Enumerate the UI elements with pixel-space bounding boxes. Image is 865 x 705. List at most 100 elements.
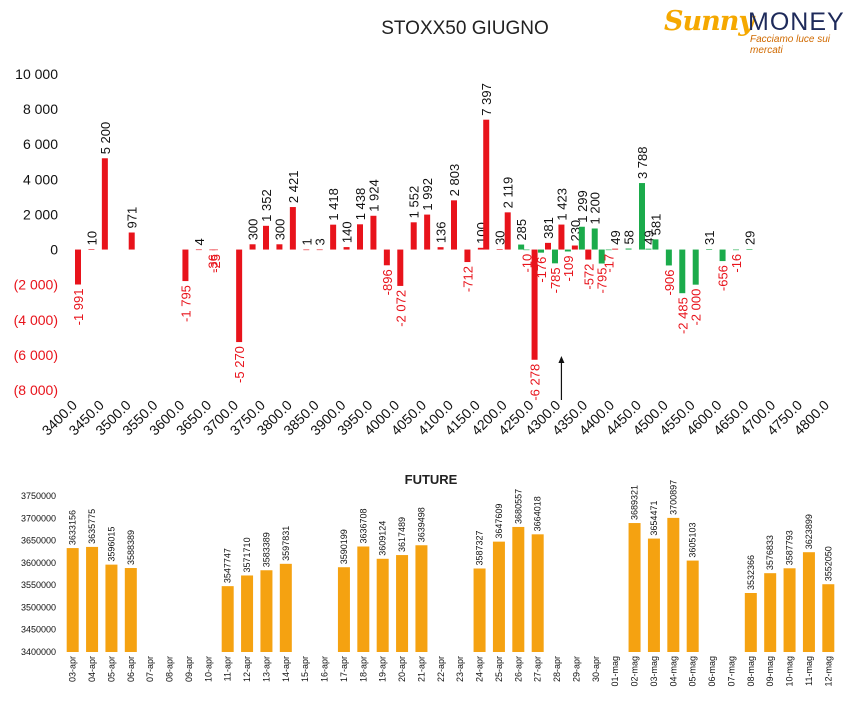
data-label: -109	[561, 255, 576, 281]
bar	[531, 534, 544, 652]
bar	[558, 224, 565, 250]
data-label: -2 485	[675, 297, 690, 334]
bar	[75, 249, 81, 285]
data-label: 3590199	[339, 529, 349, 564]
x-tick-label: 11-apr	[223, 656, 233, 681]
data-label: 3588389	[126, 530, 136, 565]
data-label: 58	[622, 230, 637, 244]
data-label: 10	[84, 231, 99, 245]
bar	[357, 224, 363, 250]
bar	[303, 249, 310, 251]
data-label: 3 788	[635, 147, 650, 180]
bar	[370, 215, 377, 250]
y-tick-label: 8 000	[23, 101, 58, 117]
logo-word-sunny: Sunny	[664, 6, 754, 37]
bar	[571, 245, 578, 250]
bar	[706, 249, 713, 250]
bar	[625, 248, 632, 250]
bar	[357, 546, 370, 652]
x-tick-label: 17-apr	[339, 656, 349, 682]
x-tick-label: 10-apr	[203, 656, 213, 682]
bar	[686, 560, 699, 652]
y-tick-label: 0	[50, 242, 58, 258]
bar	[645, 248, 652, 250]
data-label: 971	[125, 207, 140, 229]
data-label: 3587327	[475, 530, 485, 565]
data-label: 5 200	[98, 122, 113, 155]
x-tick-label: 21-apr	[416, 656, 426, 682]
bar	[383, 249, 390, 266]
data-label: 3587793	[785, 530, 795, 565]
bar	[236, 249, 243, 343]
data-label: 3605103	[688, 523, 698, 558]
bar	[512, 526, 525, 652]
x-tick-label: 04-apr	[87, 656, 97, 682]
data-label: 1 924	[366, 179, 381, 212]
data-label: 30	[493, 231, 508, 245]
y-tick-label: 3400000	[21, 647, 56, 657]
data-label: -1 795	[178, 285, 193, 322]
data-label: 3609124	[378, 521, 388, 556]
data-label: 7 397	[479, 83, 494, 116]
x-tick-label: 27-apr	[533, 656, 543, 682]
data-label: 2 803	[447, 164, 462, 197]
y-tick-label: 3650000	[21, 536, 56, 546]
bar	[692, 249, 699, 285]
bar	[289, 207, 296, 250]
data-label: -656	[716, 265, 731, 291]
x-tick-label: 01-mag	[610, 656, 620, 687]
x-tick-label: 28-apr	[552, 656, 562, 682]
bar	[591, 228, 598, 250]
data-label: 3597831	[281, 526, 291, 561]
bar	[101, 158, 108, 250]
data-label: 3633156	[68, 510, 78, 545]
data-label: 3639498	[416, 507, 426, 542]
bar	[531, 249, 538, 360]
bar	[477, 247, 484, 250]
bar	[376, 558, 389, 652]
annotation-arrow-head	[558, 356, 565, 363]
x-tick-label: 14-apr	[281, 656, 291, 682]
data-label: -17	[602, 254, 617, 273]
data-label: 1 992	[420, 178, 435, 211]
data-label: 1 423	[554, 188, 569, 221]
x-tick-label: 07-mag	[726, 656, 736, 687]
data-label: 2 119	[501, 177, 516, 209]
x-tick-label: 25-apr	[494, 656, 504, 682]
stoxx50-bar-chart: 10 000 8 000 6 000 4 000 2 000 0 (2 000) (4 000…	[14, 66, 833, 438]
data-label: 3	[313, 238, 328, 245]
future-bar-chart: 3750000 3700000 3650000 3600000 3550000 35000…	[21, 480, 835, 687]
x-tick-label: 13-apr	[261, 656, 271, 682]
bar	[605, 249, 612, 251]
data-label: 49	[608, 230, 623, 244]
x-tick-label: 06-apr	[126, 656, 136, 682]
bar	[652, 239, 659, 250]
data-label: 2 421	[286, 171, 301, 204]
x-tick-label: 29-apr	[571, 656, 581, 682]
bar	[86, 546, 99, 652]
data-label: 3583389	[261, 532, 271, 567]
x-tick-label: 11-mag	[804, 656, 814, 686]
y-tick-label: 3450000	[21, 625, 56, 635]
bar	[545, 242, 551, 250]
data-label: 1 200	[588, 192, 603, 225]
data-label: 1 418	[326, 188, 341, 221]
data-label: 3680557	[513, 489, 523, 524]
bar	[746, 249, 753, 250]
data-label: -176	[534, 257, 549, 283]
x-tick-label: 08-apr	[165, 656, 175, 682]
data-label: 1 352	[259, 189, 274, 222]
future-chart-title: FUTURE	[404, 472, 458, 487]
data-label: -572	[581, 264, 596, 290]
data-label: 31	[702, 231, 717, 245]
bar	[802, 552, 815, 652]
data-label: -906	[662, 269, 677, 295]
chart-title: STOXX50 GIUGNO	[381, 18, 549, 39]
bar	[437, 247, 444, 250]
y-tick-label: (8 000)	[14, 382, 58, 398]
data-label: -2 072	[393, 290, 408, 327]
data-label: -896	[380, 269, 395, 295]
bar	[88, 249, 95, 250]
x-tick-label: 04-mag	[668, 656, 678, 687]
data-label: 3576833	[765, 535, 775, 570]
